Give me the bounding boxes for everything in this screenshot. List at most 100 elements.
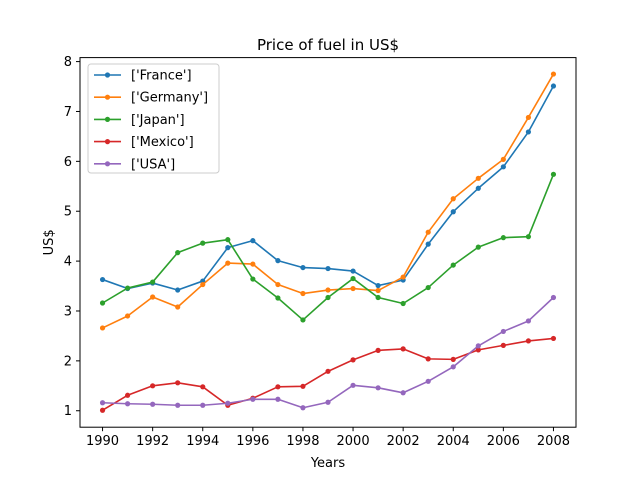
data-point <box>150 383 156 389</box>
data-point <box>124 313 131 319</box>
y-tick-label: 6 <box>64 155 72 170</box>
data-point <box>400 346 406 352</box>
y-tick-label: 3 <box>64 304 72 319</box>
legend-label: ['USA'] <box>131 157 175 172</box>
data-point <box>475 347 481 353</box>
data-point <box>525 338 532 344</box>
data-point <box>175 402 181 408</box>
data-point <box>375 347 381 353</box>
series-line <box>102 296 554 409</box>
data-point <box>99 276 106 283</box>
chart-title: Price of fuel in US$ <box>257 36 399 54</box>
data-point <box>425 284 431 291</box>
data-point <box>250 238 256 244</box>
data-point <box>475 244 481 250</box>
data-point <box>525 234 532 240</box>
data-point <box>550 83 557 89</box>
data-point <box>124 401 131 407</box>
data-point <box>450 364 456 370</box>
data-point <box>200 402 206 408</box>
y-tick-label: 2 <box>64 354 72 369</box>
data-point <box>375 385 381 391</box>
data-point <box>325 265 331 272</box>
data-point <box>300 405 306 411</box>
data-point <box>325 294 331 301</box>
data-point <box>275 295 281 301</box>
data-point <box>450 262 456 268</box>
series-lines <box>99 71 557 413</box>
data-point <box>150 401 156 407</box>
data-point <box>475 185 481 191</box>
data-point <box>350 285 356 292</box>
data-point <box>425 378 431 384</box>
y-tick-label: 7 <box>64 105 72 120</box>
legend-item: ['France'] <box>94 69 192 84</box>
x-axis-label: Years <box>310 456 346 471</box>
legend-marker <box>104 161 111 167</box>
data-point <box>550 71 557 77</box>
series-1 <box>99 71 557 331</box>
data-point <box>375 282 381 289</box>
legend: ['France'] ['Germany'] ['Japan'] ['Mexico']… <box>87 63 220 174</box>
x-tick-label: 1998 <box>286 434 319 449</box>
data-point <box>225 245 231 251</box>
legend-item: ['Germany'] <box>94 91 208 106</box>
data-point <box>99 407 106 413</box>
y-tick-label: 4 <box>64 255 72 270</box>
data-point <box>500 328 506 335</box>
x-tick-label: 2004 <box>437 434 470 449</box>
series-line <box>102 337 554 411</box>
data-point <box>200 384 206 390</box>
data-point <box>150 279 156 285</box>
legend-item: ['USA'] <box>94 157 175 172</box>
data-point <box>325 368 331 374</box>
data-point <box>175 304 181 310</box>
data-point <box>99 325 106 331</box>
data-point <box>300 264 306 271</box>
data-point <box>300 290 306 297</box>
data-point <box>375 287 381 294</box>
data-point <box>550 171 557 177</box>
data-point <box>500 235 506 241</box>
x-tick-label: 1992 <box>136 434 169 449</box>
data-point <box>225 260 231 266</box>
legend-item: ['Mexico'] <box>94 135 194 150</box>
data-point <box>350 268 356 274</box>
data-point <box>325 287 331 293</box>
data-point <box>225 400 231 406</box>
data-point <box>175 250 181 256</box>
legend-label: ['Mexico'] <box>131 135 194 150</box>
data-point <box>450 209 456 215</box>
y-tick-label: 1 <box>64 404 72 419</box>
data-point <box>425 241 431 247</box>
data-point <box>175 380 181 386</box>
data-point <box>150 294 156 300</box>
axes: 1990 1992 1994 1996 1998 2000 2002 2004 2006 2008… <box>64 55 570 449</box>
data-point <box>425 356 431 362</box>
data-point <box>200 281 206 288</box>
data-point <box>250 276 256 282</box>
data-point <box>275 281 281 288</box>
data-point <box>425 229 431 235</box>
legend-label: ['France'] <box>131 69 192 84</box>
data-point <box>300 317 306 323</box>
data-point <box>525 129 532 135</box>
data-point <box>200 240 206 246</box>
data-point <box>400 390 406 396</box>
data-point <box>550 294 557 301</box>
data-point <box>350 275 356 282</box>
data-point <box>300 383 306 389</box>
x-tick-label: 2002 <box>387 434 420 449</box>
data-point <box>475 343 481 349</box>
y-axis-label: US$ <box>42 229 57 255</box>
plot-frame <box>79 57 577 428</box>
data-point <box>225 237 231 243</box>
y-tick-label: 8 <box>64 55 72 70</box>
data-point <box>475 175 481 181</box>
data-point <box>450 196 456 202</box>
data-point <box>175 287 181 293</box>
x-tick-label: 1996 <box>236 434 269 449</box>
x-tick-label: 2008 <box>537 434 570 449</box>
x-tick-label: 1990 <box>86 434 119 449</box>
data-point <box>525 318 532 324</box>
